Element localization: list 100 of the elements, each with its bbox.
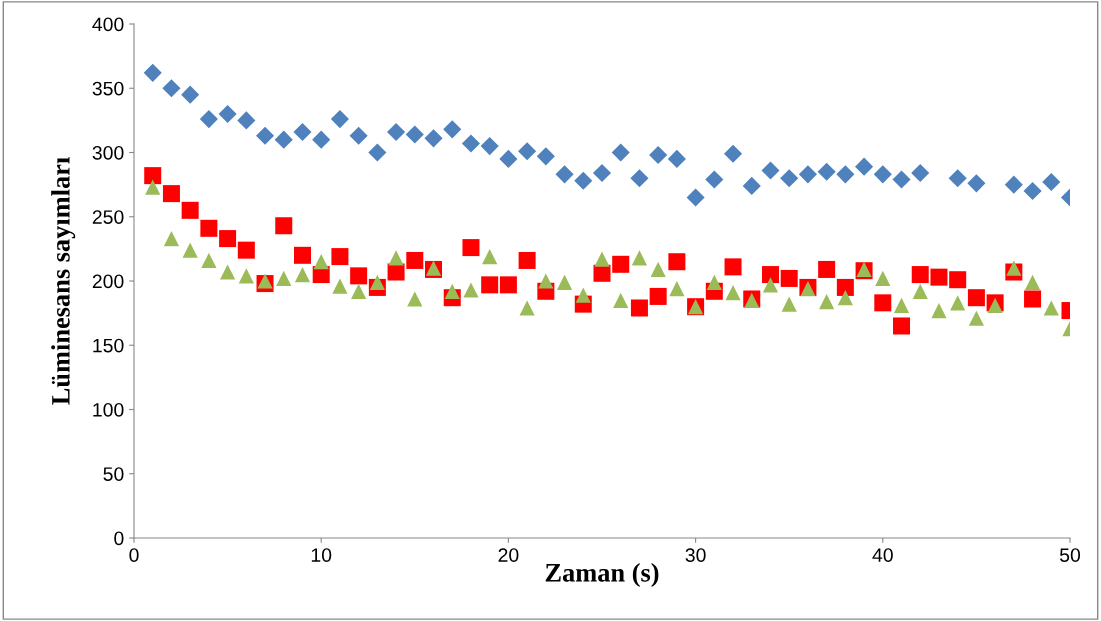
point bbox=[444, 283, 460, 299]
point bbox=[406, 251, 424, 269]
point bbox=[762, 277, 779, 293]
point bbox=[219, 230, 237, 248]
point bbox=[481, 276, 499, 294]
point bbox=[1004, 175, 1023, 194]
point bbox=[611, 143, 630, 162]
point bbox=[874, 294, 892, 312]
point bbox=[968, 310, 985, 326]
point bbox=[255, 126, 275, 145]
x-axis-title: Zaman (s) bbox=[545, 563, 659, 587]
y-tick-label: 150 bbox=[93, 338, 124, 353]
point bbox=[761, 266, 779, 284]
x-tick-label: 20 bbox=[498, 548, 519, 562]
point bbox=[257, 273, 273, 289]
y-tick-label: 50 bbox=[103, 467, 124, 481]
point bbox=[575, 287, 591, 303]
point bbox=[1006, 260, 1022, 276]
point bbox=[668, 253, 686, 271]
point bbox=[837, 290, 853, 306]
point bbox=[218, 104, 237, 123]
point bbox=[201, 252, 217, 269]
point bbox=[313, 254, 329, 270]
point bbox=[949, 271, 967, 289]
point bbox=[798, 165, 817, 184]
x-tick-label: 10 bbox=[311, 548, 332, 562]
x-tick-label: 30 bbox=[685, 548, 706, 562]
point bbox=[238, 268, 254, 284]
point bbox=[555, 165, 574, 184]
point bbox=[518, 251, 536, 269]
point bbox=[387, 263, 405, 281]
point bbox=[181, 201, 199, 219]
point bbox=[519, 300, 535, 316]
point bbox=[312, 130, 331, 149]
point bbox=[911, 164, 930, 183]
point bbox=[892, 170, 911, 189]
point bbox=[819, 293, 835, 310]
y-tick-label: 200 bbox=[92, 274, 124, 289]
point bbox=[144, 167, 162, 185]
point bbox=[780, 169, 799, 188]
point bbox=[950, 295, 966, 311]
point bbox=[631, 250, 648, 266]
point bbox=[482, 248, 498, 265]
point bbox=[967, 174, 986, 193]
point bbox=[612, 255, 630, 273]
point bbox=[538, 273, 554, 289]
y-tick-label: 400 bbox=[92, 17, 124, 32]
point bbox=[518, 142, 537, 161]
point bbox=[669, 281, 685, 297]
point bbox=[686, 188, 705, 207]
point bbox=[351, 283, 367, 299]
point bbox=[650, 261, 666, 278]
point bbox=[893, 317, 911, 335]
point bbox=[237, 241, 255, 259]
point bbox=[237, 111, 256, 130]
y-tick-label: 0 bbox=[114, 531, 124, 546]
point bbox=[781, 296, 797, 312]
point bbox=[349, 126, 368, 145]
x-tick-label: 50 bbox=[1059, 548, 1081, 562]
point bbox=[163, 230, 180, 247]
point bbox=[630, 169, 649, 188]
point bbox=[1024, 290, 1042, 308]
point bbox=[855, 157, 874, 176]
point bbox=[332, 278, 348, 294]
x-tick-label: 40 bbox=[872, 548, 893, 562]
point bbox=[331, 248, 349, 266]
point bbox=[200, 219, 218, 237]
point bbox=[706, 274, 722, 290]
point bbox=[630, 299, 648, 317]
point bbox=[199, 110, 218, 129]
point bbox=[274, 130, 293, 149]
point bbox=[536, 147, 555, 166]
point bbox=[463, 282, 479, 298]
point bbox=[911, 266, 929, 284]
point bbox=[1042, 173, 1061, 192]
point bbox=[818, 260, 836, 278]
point bbox=[143, 63, 162, 82]
point bbox=[593, 264, 611, 282]
point bbox=[480, 137, 499, 156]
y-axis-title: Lüminesans sayımları bbox=[51, 157, 76, 405]
point bbox=[387, 122, 406, 141]
point bbox=[948, 169, 967, 188]
point bbox=[893, 297, 910, 314]
y-tick-label: 250 bbox=[92, 210, 124, 224]
point bbox=[742, 176, 761, 195]
point bbox=[294, 266, 311, 283]
point bbox=[181, 85, 200, 104]
point bbox=[219, 264, 236, 280]
point bbox=[574, 171, 593, 190]
point bbox=[407, 291, 423, 307]
point bbox=[182, 242, 198, 258]
point bbox=[162, 185, 180, 203]
point bbox=[780, 269, 798, 287]
point bbox=[556, 274, 573, 290]
point bbox=[293, 122, 312, 141]
point bbox=[388, 250, 404, 266]
x-tick-label: 0 bbox=[129, 548, 139, 562]
point bbox=[836, 165, 855, 184]
point bbox=[405, 125, 424, 144]
point bbox=[724, 258, 742, 276]
